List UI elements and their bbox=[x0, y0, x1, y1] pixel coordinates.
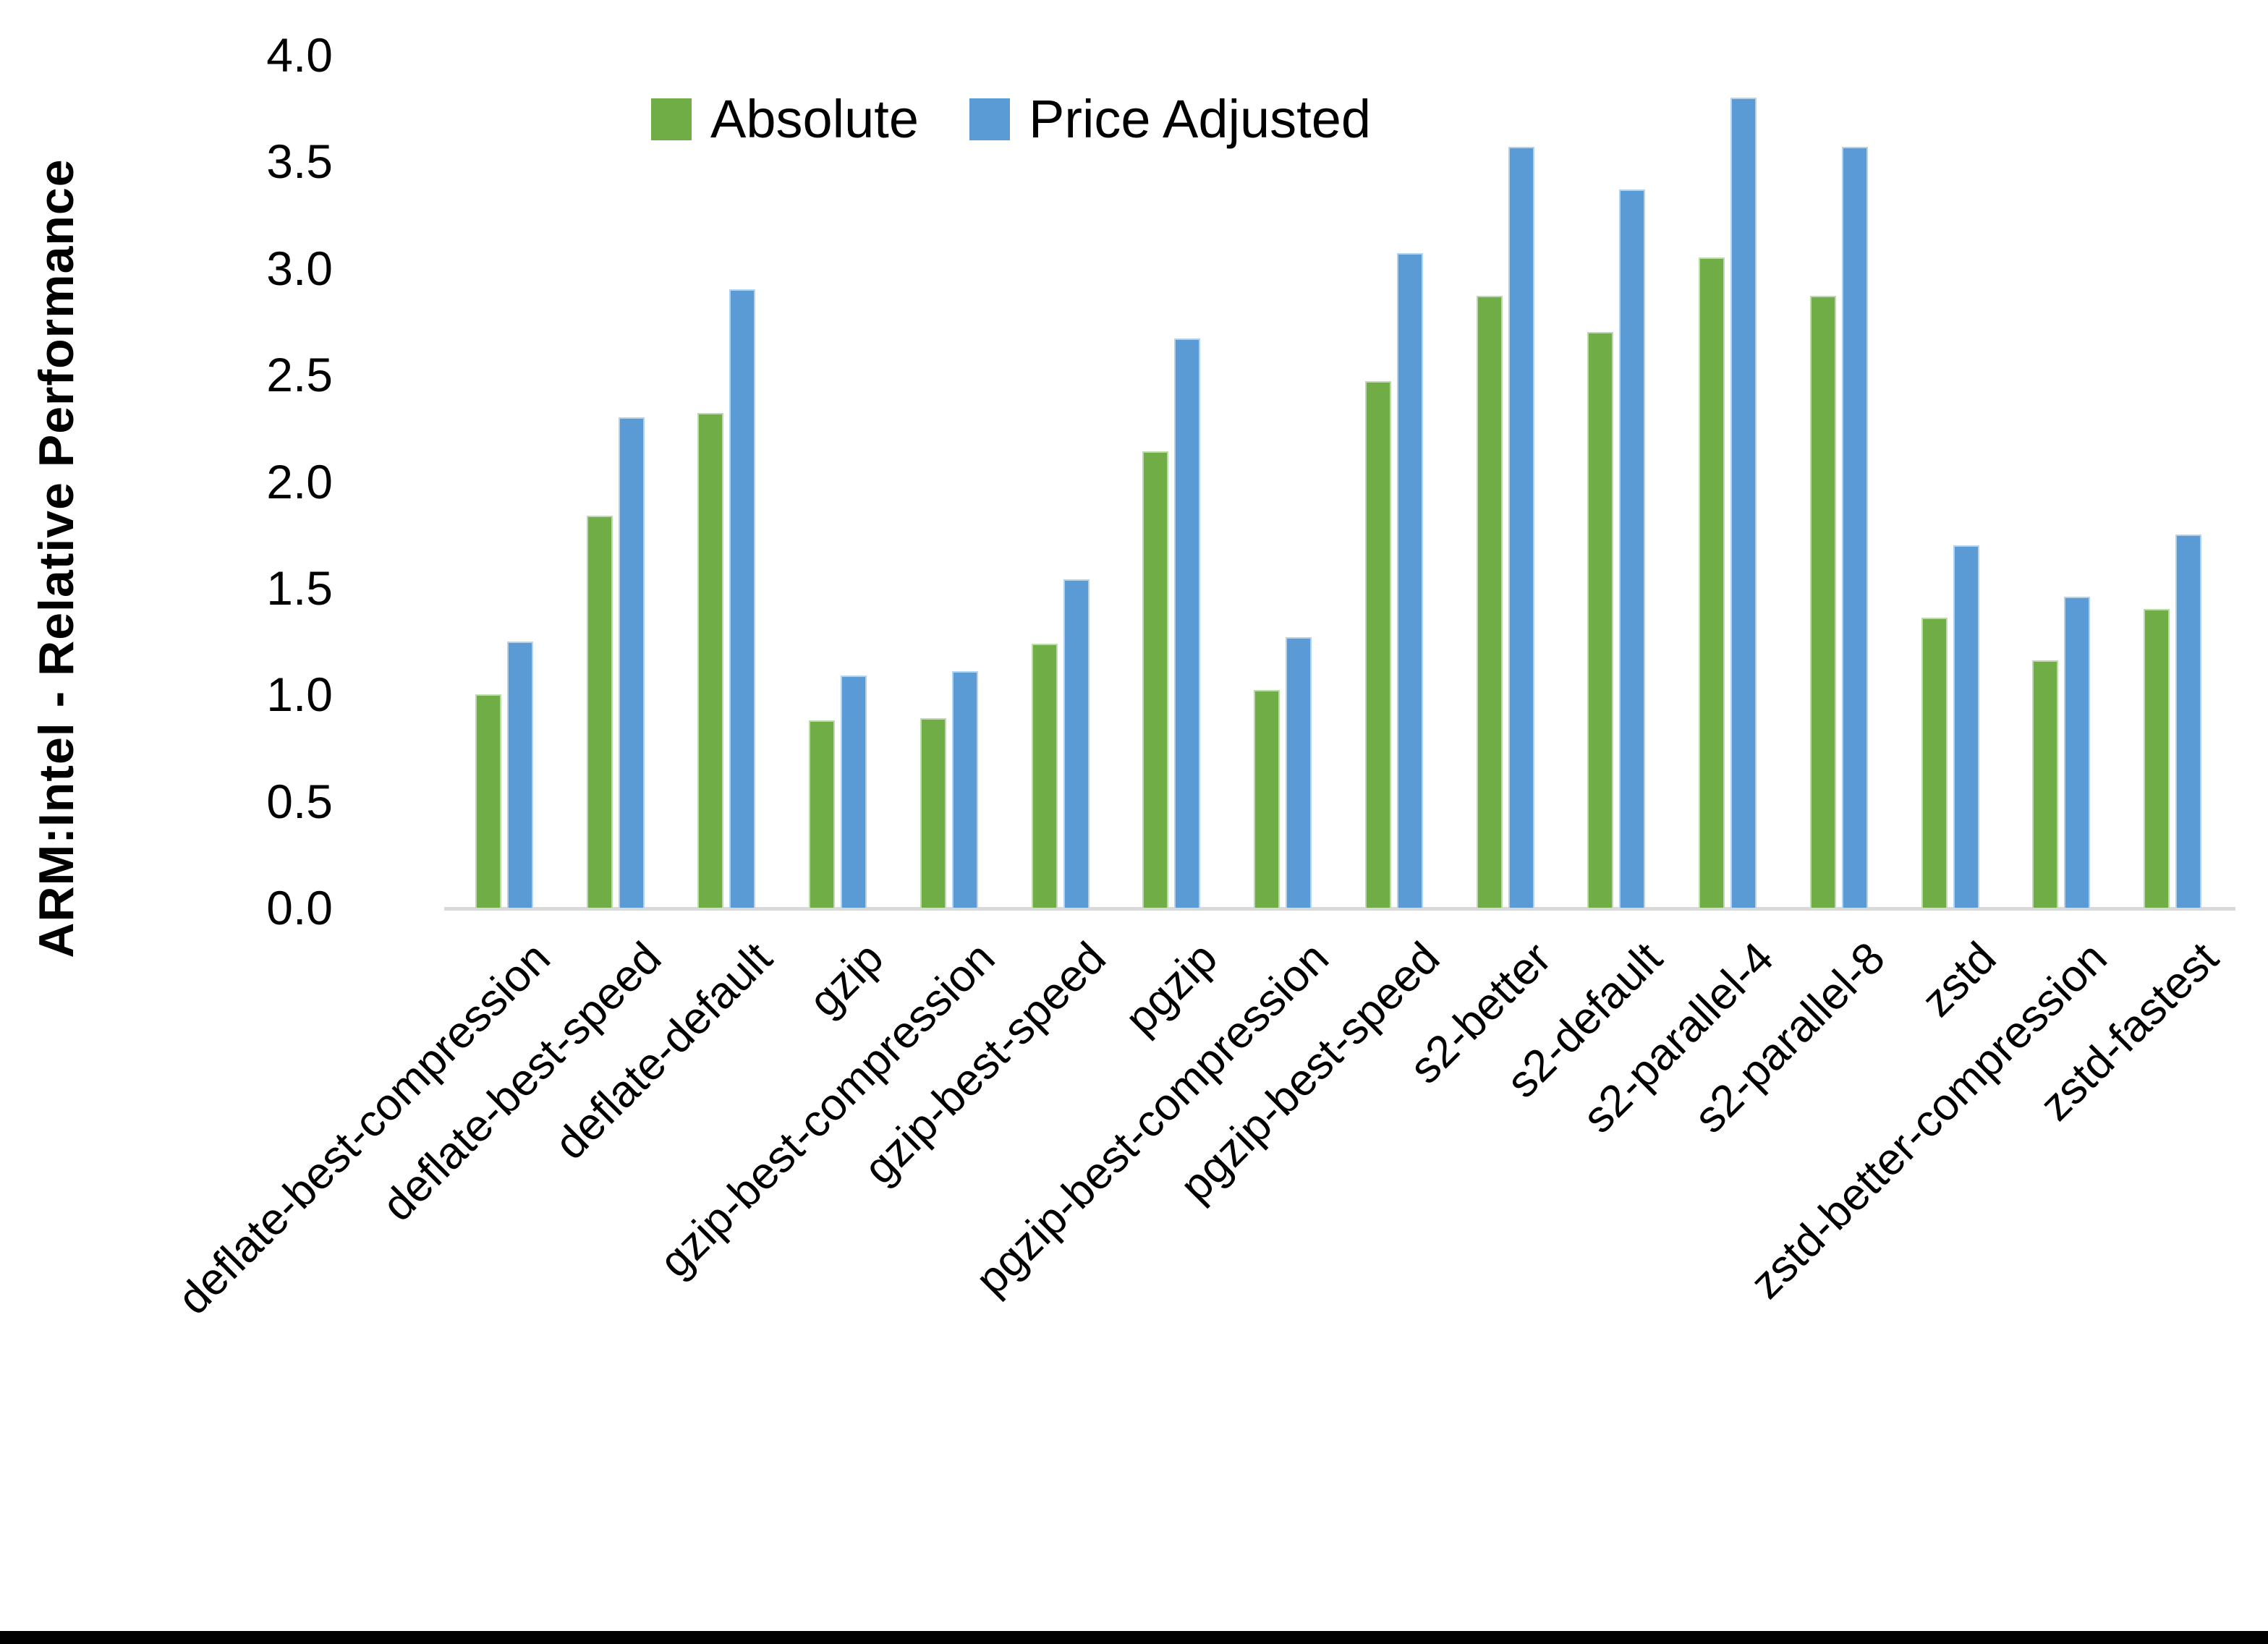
legend-swatch-icon bbox=[969, 98, 1010, 140]
bar-group-deflate-default bbox=[671, 55, 783, 908]
bar-absolute-pgzip-best-speed bbox=[1364, 380, 1391, 908]
y-axis-tick-label: 3.5 bbox=[266, 135, 333, 189]
bar-price-adjusted-zstd-better-compression bbox=[2064, 596, 2091, 908]
bar-price-adjusted-gzip bbox=[841, 675, 867, 908]
bar-price-adjusted-pgzip-best-speed bbox=[1396, 253, 1423, 908]
bar-group-zstd-fastest bbox=[2117, 55, 2228, 908]
bar-price-adjusted-deflate-default bbox=[729, 289, 756, 908]
bar-group-s2-parallel-4 bbox=[1672, 55, 1783, 908]
legend-swatch-icon bbox=[651, 98, 692, 140]
bar-absolute-gzip bbox=[809, 720, 836, 908]
bar-group-pgzip bbox=[1116, 55, 1228, 908]
bar-absolute-pgzip bbox=[1142, 451, 1169, 908]
bar-price-adjusted-gzip-best-speed bbox=[1063, 579, 1090, 908]
legend-label: Absolute bbox=[710, 89, 919, 149]
bottom-edge-bar bbox=[0, 1631, 2268, 1644]
x-axis-label-zstd: zstd bbox=[1912, 932, 2006, 1027]
bar-group-s2-better bbox=[1450, 55, 1561, 908]
bar-absolute-s2-parallel-4 bbox=[1699, 257, 1725, 908]
y-axis-tick-label: 1.5 bbox=[266, 561, 333, 615]
bar-price-adjusted-s2-better bbox=[1508, 146, 1534, 908]
bar-price-adjusted-s2-default bbox=[1619, 189, 1646, 908]
y-axis-title: ARM:Intel - Relative Performance bbox=[29, 158, 84, 958]
bar-absolute-deflate-best-speed bbox=[586, 515, 613, 908]
plot-area bbox=[444, 55, 2235, 911]
bar-group-gzip-best-compression bbox=[893, 55, 1005, 908]
bar-group-zstd bbox=[1895, 55, 2006, 908]
bar-absolute-gzip-best-compression bbox=[919, 717, 946, 908]
x-axis-label-gzip: gzip bbox=[799, 932, 893, 1027]
legend: Absolute Price Adjusted bbox=[651, 93, 1371, 146]
bar-price-adjusted-pgzip bbox=[1174, 338, 1201, 908]
bar-group-zstd-better-compression bbox=[2006, 55, 2118, 908]
y-axis-tick-label: 1.0 bbox=[266, 668, 333, 722]
y-axis-tick-label: 0.0 bbox=[266, 881, 333, 934]
bar-group-deflate-best-compression bbox=[449, 55, 560, 908]
bar-absolute-zstd bbox=[1921, 618, 1948, 908]
bar-absolute-deflate-best-compression bbox=[475, 694, 501, 908]
bar-price-adjusted-zstd-fastest bbox=[2175, 534, 2202, 908]
bar-group-gzip bbox=[782, 55, 893, 908]
y-axis-tick-label: 2.5 bbox=[266, 348, 333, 402]
legend-label: Price Adjusted bbox=[1028, 89, 1372, 149]
bar-absolute-s2-parallel-8 bbox=[1809, 296, 1836, 908]
bar-absolute-pgzip-best-compression bbox=[1254, 690, 1280, 908]
bar-absolute-zstd-better-compression bbox=[2032, 660, 2059, 908]
bar-group-pgzip-best-speed bbox=[1338, 55, 1450, 908]
bar-absolute-gzip-best-speed bbox=[1031, 643, 1058, 908]
bar-group-s2-parallel-8 bbox=[1783, 55, 1895, 908]
bar-group-gzip-best-speed bbox=[1005, 55, 1116, 908]
bar-price-adjusted-zstd bbox=[1953, 545, 1979, 908]
bar-absolute-deflate-default bbox=[697, 413, 724, 908]
bar-price-adjusted-s2-parallel-4 bbox=[1730, 97, 1757, 908]
y-axis-tick-label: 0.5 bbox=[266, 774, 333, 828]
bar-absolute-zstd-fastest bbox=[2144, 609, 2170, 908]
x-axis-line bbox=[444, 907, 2235, 911]
y-axis-tick-label: 4.0 bbox=[266, 28, 333, 82]
bar-price-adjusted-deflate-best-compression bbox=[506, 641, 533, 908]
y-axis-tick-label: 2.0 bbox=[266, 454, 333, 508]
bar-group-s2-default bbox=[1561, 55, 1673, 908]
bar-absolute-s2-better bbox=[1476, 296, 1503, 908]
legend-item-price-adjusted: Price Adjusted bbox=[969, 93, 1371, 146]
bar-price-adjusted-deflate-best-speed bbox=[618, 417, 645, 908]
bar-price-adjusted-gzip-best-compression bbox=[951, 670, 978, 908]
bar-group-pgzip-best-compression bbox=[1227, 55, 1338, 908]
legend-item-absolute: Absolute bbox=[651, 93, 919, 146]
bar-absolute-s2-default bbox=[1587, 332, 1614, 908]
bar-price-adjusted-pgzip-best-compression bbox=[1286, 636, 1312, 908]
y-axis-tick-label: 3.0 bbox=[266, 241, 333, 295]
bar-group-deflate-best-speed bbox=[560, 55, 671, 908]
bar-price-adjusted-s2-parallel-8 bbox=[1841, 146, 1868, 908]
